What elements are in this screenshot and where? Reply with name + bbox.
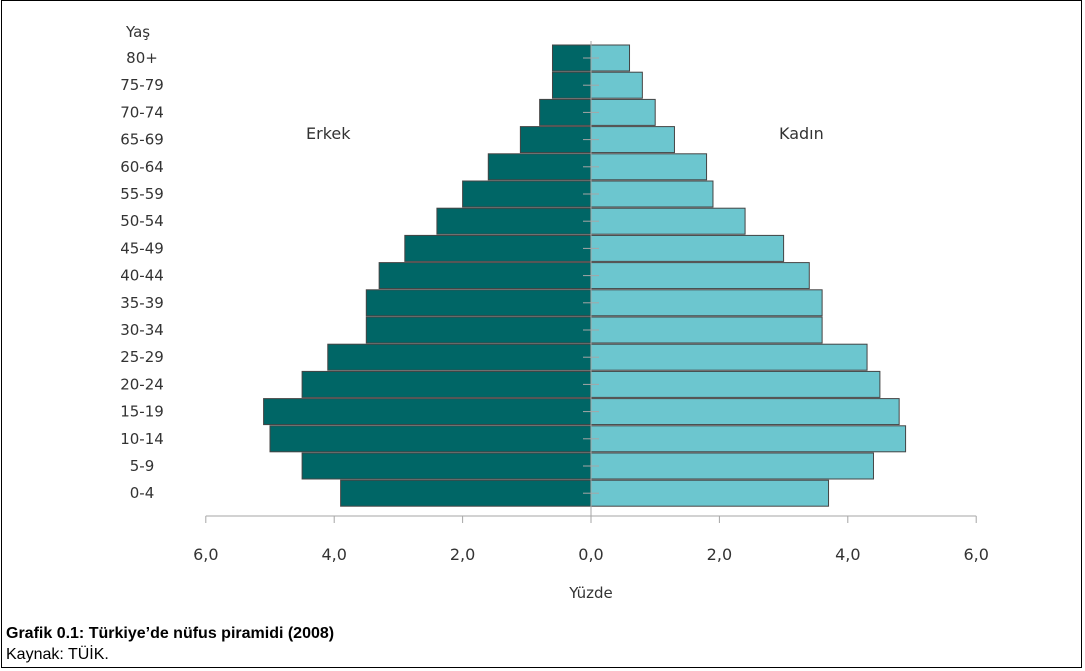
bar-female-45-49	[590, 234, 785, 262]
age-label-40-44: 40-44	[120, 267, 164, 285]
bar-female-60-64	[590, 153, 708, 181]
age-label-15-19: 15-19	[120, 403, 164, 421]
figure-caption: Grafik 0.1: Türkiye’de nüfus piramidi (2…	[6, 625, 335, 642]
bar-male-55-59	[462, 180, 592, 208]
bar-female-0-4	[590, 479, 830, 507]
x-tick-label-4: 2,0	[707, 545, 732, 564]
bar-male-45-49	[404, 234, 592, 262]
bar-male-50-54	[436, 207, 592, 235]
age-labels-group: 0-4 5-9 10-14 15-19 20-24 25-29 30-34 35-39 40-4…	[120, 49, 164, 502]
bar-female-5-9	[590, 452, 874, 480]
bar-female-30-34	[590, 316, 823, 344]
age-label-65-69: 65-69	[120, 131, 164, 149]
x-tick-label-1: 4,0	[321, 545, 346, 564]
legend-female-label: Kadın	[779, 124, 824, 143]
x-axis-title: Yüzde	[568, 584, 613, 602]
bar-female-10-14	[590, 425, 907, 453]
age-label-55-59: 55-59	[120, 185, 164, 203]
age-label-35-39: 35-39	[120, 294, 164, 312]
population-pyramid-chart: Yaş Erkek Kadın 0-4 5-9 10-14 15-19 20-24 25-…	[120, 23, 989, 602]
x-tick-label-3: 0,0	[578, 545, 603, 564]
bar-male-40-44	[378, 262, 592, 290]
figure-source: Kaynak: TÜİK.	[6, 646, 109, 663]
bar-male-15-19	[263, 398, 592, 426]
x-tick-label-2: 2,0	[450, 545, 475, 564]
bar-male-5-9	[301, 452, 592, 480]
age-label-45-49: 45-49	[120, 239, 164, 257]
bar-female-20-24	[590, 370, 881, 398]
age-label-10-14: 10-14	[120, 430, 164, 448]
x-axis: 6,0 4,0 2,0 0,0 2,0 4,0 6,0	[193, 41, 989, 564]
bar-male-20-24	[301, 370, 592, 398]
bar-male-30-34	[365, 316, 592, 344]
bar-female-25-29	[590, 343, 868, 371]
x-tick-label-6: 6,0	[963, 545, 988, 564]
age-label-25-29: 25-29	[120, 348, 164, 366]
age-axis-title: Yaş	[125, 23, 150, 41]
bar-male-65-69	[519, 126, 592, 154]
age-label-0-4: 0-4	[130, 484, 155, 502]
bar-female-75-79	[590, 71, 643, 99]
bar-female-65-69	[590, 126, 675, 154]
bars-group	[263, 44, 907, 507]
x-tick-label-0: 6,0	[193, 545, 218, 564]
bar-male-10-14	[269, 425, 592, 453]
bar-female-15-19	[590, 398, 900, 426]
age-label-50-54: 50-54	[120, 212, 164, 230]
bar-male-0-4	[340, 479, 592, 507]
bar-male-25-29	[327, 343, 592, 371]
age-label-70-74: 70-74	[120, 103, 164, 121]
bar-female-50-54	[590, 207, 746, 235]
bar-female-55-59	[590, 180, 714, 208]
age-label-20-24: 20-24	[120, 375, 164, 393]
bar-female-70-74	[590, 98, 656, 126]
age-label-5-9: 5-9	[130, 457, 155, 475]
bar-female-40-44	[590, 262, 810, 290]
bar-male-35-39	[365, 289, 592, 317]
age-label-60-64: 60-64	[120, 158, 164, 176]
bar-female-35-39	[590, 289, 823, 317]
age-label-80+: 80+	[126, 49, 158, 67]
legend-male-label: Erkek	[306, 124, 351, 143]
bar-male-60-64	[487, 153, 592, 181]
x-tick-label-5: 4,0	[835, 545, 860, 564]
age-label-30-34: 30-34	[120, 321, 164, 339]
age-label-75-79: 75-79	[120, 76, 164, 94]
